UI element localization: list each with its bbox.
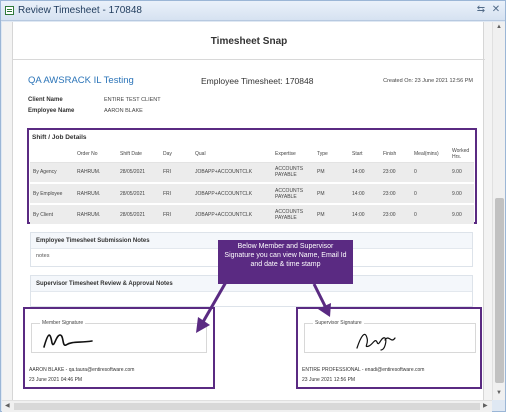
column-header: Worked Hrs. (449, 146, 474, 163)
table-cell: By Client (30, 204, 74, 226)
table-cell: JOBAPP+ACCOUNTCLK (192, 204, 272, 226)
annotation-callout: Below Member and Supervisor Signature yo… (218, 240, 353, 284)
table-cell: By Agency (30, 162, 74, 184)
table-cell: 23:00 (380, 183, 411, 205)
employee-notes-body: notes (36, 253, 50, 259)
supervisor-name-email: ENTIRE PROFESSIONAL - enadi@entiresoftwa… (302, 367, 425, 373)
column-header: Day (160, 146, 192, 163)
table-cell: RAHRUM. (74, 162, 117, 184)
table-cell: ACCOUNTS PAYABLE (272, 183, 314, 205)
scroll-down-arrow-icon[interactable]: ▼ (496, 390, 502, 396)
horizontal-scrollbar[interactable]: ◀ ▶ (2, 400, 492, 412)
supervisor-signature-box: Supervisor Signature ENTIRE PROFESSIONAL… (296, 307, 482, 389)
employee-name-value: AARON BLAKE (104, 108, 143, 114)
table-cell: PM (314, 183, 349, 205)
table-cell: 23:00 (380, 162, 411, 184)
table-row: By Agency RAHRUM. 28/05/2021 FRI JOBAPP+… (30, 162, 474, 184)
table-cell: JOBAPP+ACCOUNTCLK (192, 183, 272, 205)
table-cell: FRI (160, 162, 192, 184)
timesheet-icon (5, 6, 14, 15)
supervisor-notes-title: Supervisor Timesheet Review & Approval N… (31, 276, 472, 292)
table-row: By Employee RAHRUM. 28/05/2021 FRI JOBAP… (30, 183, 474, 205)
table-cell: ACCOUNTS PAYABLE (272, 204, 314, 226)
column-header: Finish (380, 146, 411, 163)
close-icon[interactable]: ✕ (491, 4, 501, 15)
supervisor-signature-timestamp: 23 June 2021 12:56 PM (302, 377, 356, 383)
column-header: Start (349, 146, 380, 163)
member-signature-frame: Member Signature (31, 320, 207, 353)
scroll-right-arrow-icon[interactable]: ▶ (483, 403, 488, 409)
title-bar: Review Timesheet - 170848 ⇆ ✕ (1, 1, 505, 21)
snap-title: Timesheet Snap (13, 22, 485, 60)
table-cell: 14:00 (349, 204, 380, 226)
shift-table-header: Order No Shift Date Day Qual Expertise T… (30, 146, 474, 163)
table-cell: 23:00 (380, 204, 411, 226)
table-cell: 0 (411, 162, 449, 184)
column-header: Type (314, 146, 349, 163)
scroll-left-arrow-icon[interactable]: ◀ (5, 403, 10, 409)
table-cell: FRI (160, 183, 192, 205)
employee-name-label: Employee Name (28, 108, 75, 114)
table-row: By Client RAHRUM. 28/05/2021 FRI JOBAPP+… (30, 204, 474, 226)
table-cell: 28/05/2021 (117, 162, 160, 184)
column-header: Meal(mins) (411, 146, 449, 163)
table-cell: 9.00 (449, 204, 474, 226)
table-cell: By Employee (30, 183, 74, 205)
table-cell: ACCOUNTS PAYABLE (272, 162, 314, 184)
supervisor-signature-image (356, 333, 396, 351)
vertical-scrollbar[interactable]: ▲ ▼ (492, 22, 505, 400)
member-signature-legend: Member Signature (40, 320, 86, 326)
column-header (30, 146, 74, 163)
restore-icon[interactable]: ⇆ (476, 4, 486, 15)
column-header: Shift Date (117, 146, 160, 163)
client-name-label: Client Name (28, 97, 63, 103)
horizontal-scroll-thumb[interactable] (14, 403, 480, 410)
table-cell: 14:00 (349, 162, 380, 184)
window-title: Review Timesheet - 170848 (18, 5, 142, 16)
shift-table: Order No Shift Date Day Qual Expertise T… (30, 146, 474, 226)
scroll-viewport: Timesheet Snap QA AWSRACK IL Testing Emp… (2, 22, 492, 400)
created-on: Created On: 23 June 2021 12:56 PM (383, 78, 473, 84)
supervisor-signature-legend: Supervisor Signature (313, 320, 364, 326)
client-name-value: ENTIRE TEST CLIENT (104, 97, 161, 103)
employee-timesheet-number: Employee Timesheet: 170848 (201, 76, 314, 86)
column-header: Expertise (272, 146, 314, 163)
table-cell: 28/05/2021 (117, 204, 160, 226)
table-cell: 9.00 (449, 183, 474, 205)
shift-details-highlight: Shift / Job Details Order No Shift Date … (27, 128, 477, 226)
table-cell: FRI (160, 204, 192, 226)
scroll-up-arrow-icon[interactable]: ▲ (496, 24, 502, 30)
table-cell: 14:00 (349, 183, 380, 205)
shift-details-title: Shift / Job Details (32, 134, 87, 141)
member-name-email: AARON BLAKE - qa.taura@entiresoftware.co… (29, 367, 135, 373)
table-cell: JOBAPP+ACCOUNTCLK (192, 162, 272, 184)
table-cell: RAHRUM. (74, 204, 117, 226)
table-cell: 9.00 (449, 162, 474, 184)
supervisor-signature-frame: Supervisor Signature (304, 320, 476, 353)
table-cell: 28/05/2021 (117, 183, 160, 205)
table-cell: PM (314, 162, 349, 184)
column-header: Order No (74, 146, 117, 163)
member-signature-timestamp: 23 June 2021 04:46 PM (29, 377, 83, 383)
member-signature-box: Member Signature AARON BLAKE - qa.taura@… (23, 307, 215, 389)
table-cell: 0 (411, 183, 449, 205)
company-name: QA AWSRACK IL Testing (28, 75, 134, 86)
timesheet-snap-page: Timesheet Snap QA AWSRACK IL Testing Emp… (12, 22, 485, 400)
member-signature-image (43, 334, 93, 348)
table-cell: PM (314, 204, 349, 226)
table-cell: 0 (411, 204, 449, 226)
table-cell: RAHRUM. (74, 183, 117, 205)
vertical-scroll-thumb[interactable] (495, 198, 504, 383)
column-header: Qual (192, 146, 272, 163)
